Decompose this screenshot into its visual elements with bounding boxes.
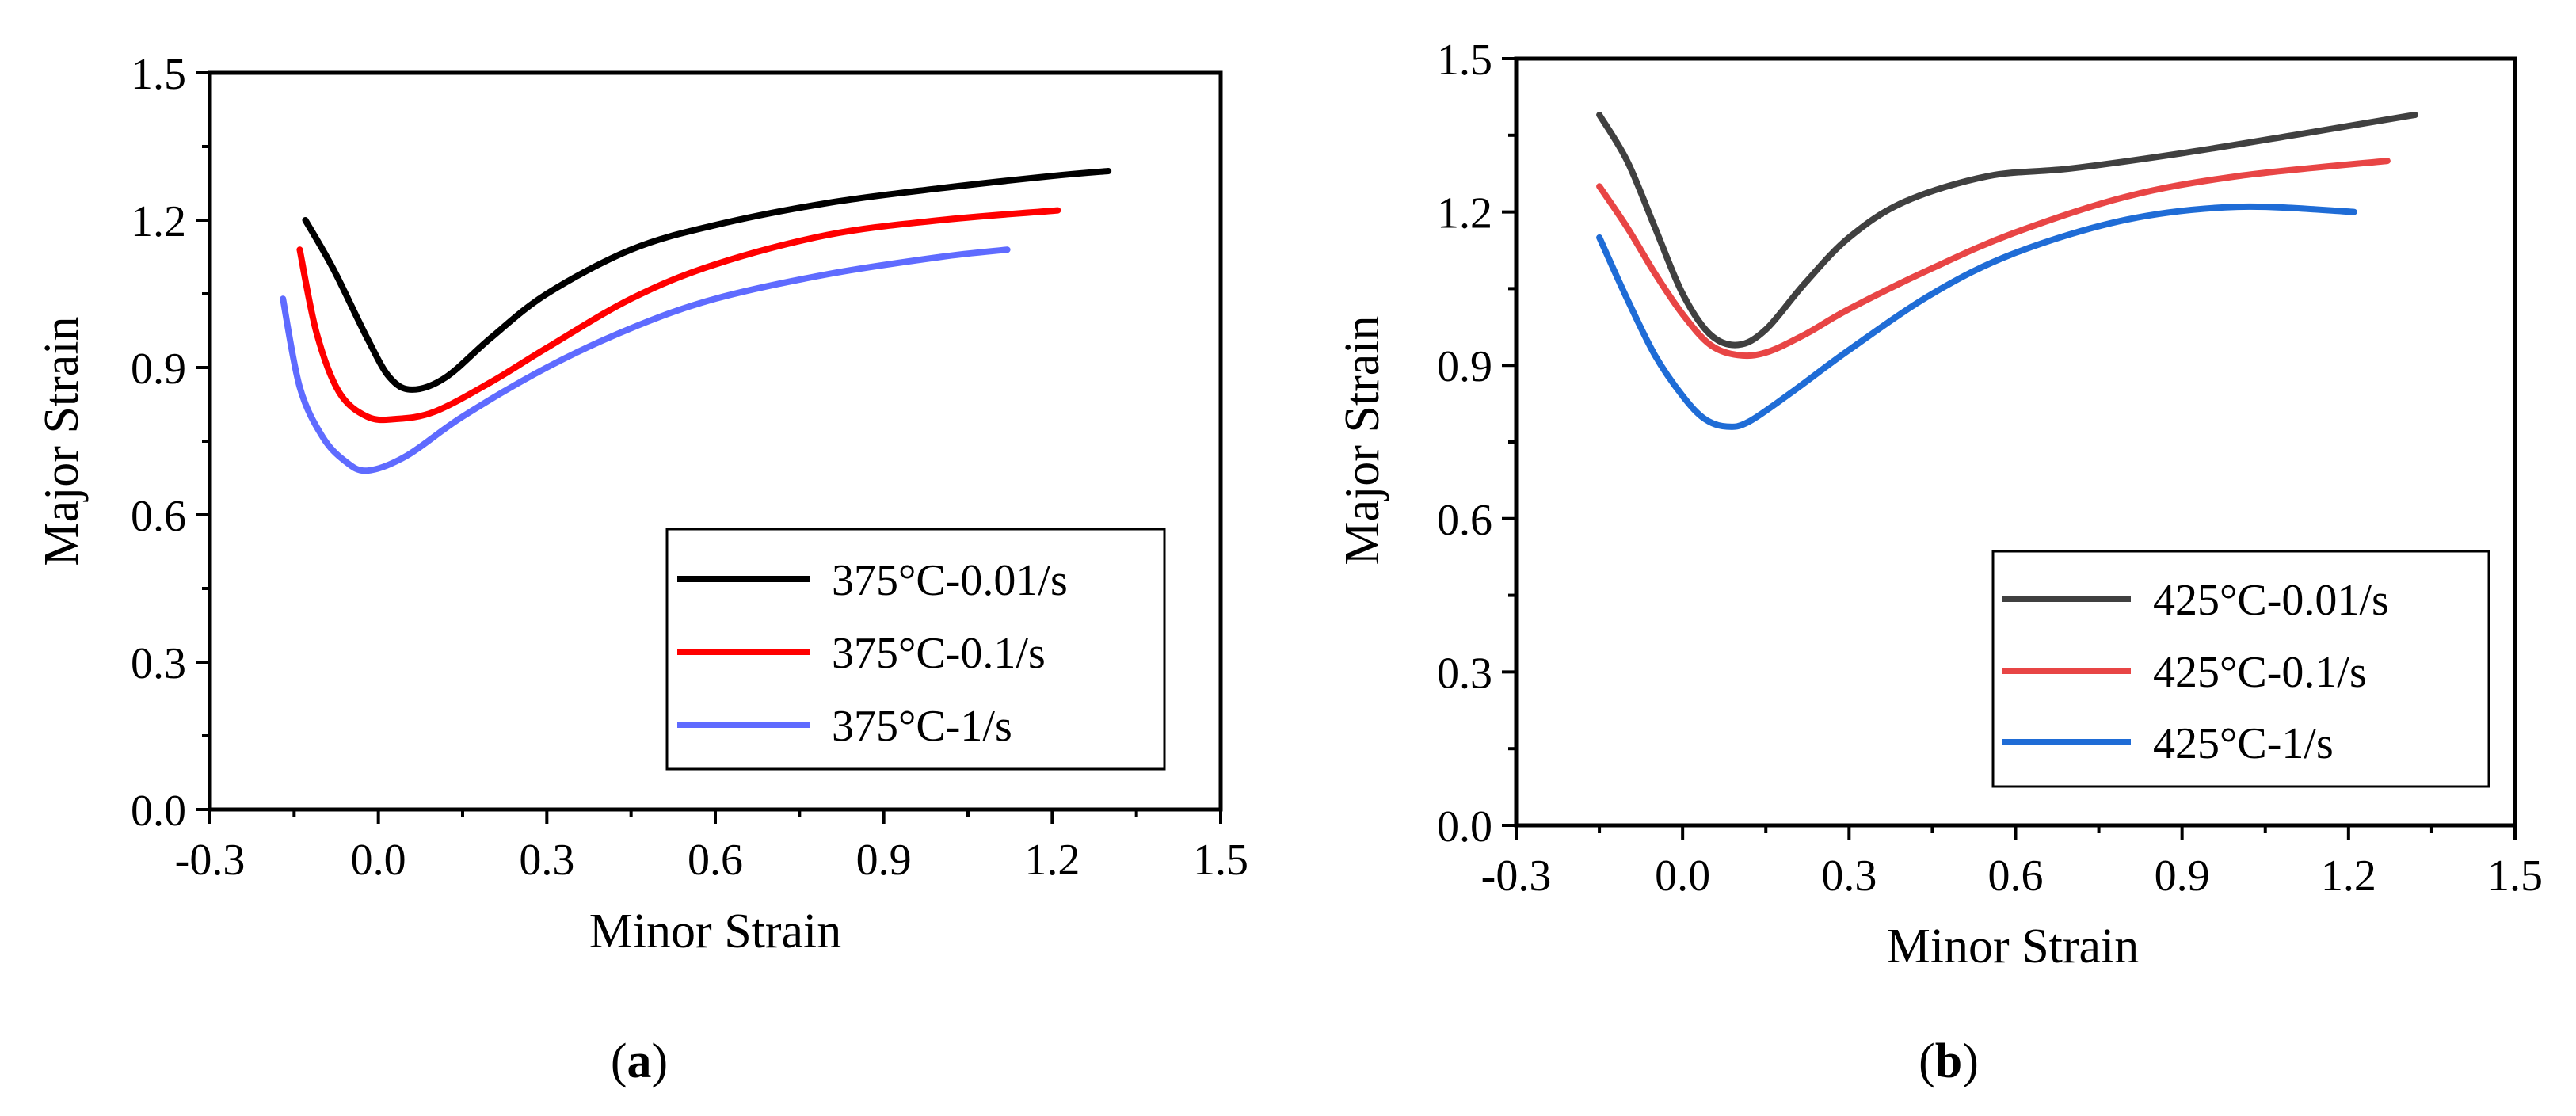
x-tick-label: 0.0	[1655, 851, 1710, 901]
panel-a-y-axis-title: Major Strain	[35, 316, 89, 566]
x-tick-label: -0.3	[1481, 851, 1552, 901]
x-tick-label: 1.5	[2487, 851, 2543, 901]
panel-b-x-axis-title: Minor Strain	[1887, 920, 2140, 973]
y-tick-label: 0.0	[131, 787, 186, 836]
x-tick-label: 1.5	[1193, 836, 1248, 885]
x-tick-label: 0.9	[856, 836, 912, 885]
y-tick-label: 0.6	[131, 492, 186, 541]
panel-b: -0.3 0.0 0.3 0.6 0.9 1.2 1.5 0.00.30.60.91.21.…	[1336, 36, 2543, 1088]
series-line-2	[296, 207, 1061, 424]
panel-b-caption: (b)	[1919, 1034, 1979, 1088]
y-tick-label: 0.9	[1437, 342, 1492, 391]
x-tick-label: 0.6	[1988, 851, 2044, 901]
panel-b-series	[1596, 112, 2418, 430]
y-tick-label: 1.2	[131, 197, 186, 246]
panel-a-x-axis-title: Minor Strain	[589, 905, 842, 958]
series-line-1	[1596, 112, 2418, 349]
y-tick-label: 0.3	[1437, 649, 1492, 698]
panel-b-x-tick-labels: -0.3 0.0 0.3 0.6 0.9 1.2 1.5	[1481, 851, 2543, 901]
y-tick-label: 0.9	[131, 345, 186, 394]
panel-a-legend-label-3: 375°C-1/s	[832, 702, 1012, 751]
y-tick-label: 0.3	[131, 639, 186, 688]
panel-a-series	[280, 168, 1112, 474]
panel-a-legend: 375°C-0.01/s 375°C-0.1/s 375°C-1/s	[665, 528, 1166, 771]
panel-b-legend-label-1: 425°C-0.01/s	[2153, 576, 2389, 625]
panel-b-y-axis-title: Major Strain	[1336, 315, 1389, 565]
panel-b-legend-label-2: 425°C-0.1/s	[2153, 648, 2367, 697]
series-line-3	[1596, 203, 2357, 430]
panel-b-y-tick-labels: 0.0 0.3 0.6 0.9 1.2 1.5	[1437, 36, 1492, 851]
x-tick-label: 0.9	[2155, 851, 2210, 901]
panel-a-caption: (a)	[611, 1034, 668, 1088]
y-tick-label: 1.2	[1437, 189, 1492, 238]
y-tick-label: 1.5	[1437, 36, 1492, 85]
y-tick-label: 0.6	[1437, 496, 1492, 545]
panel-a-x-tick-labels: -0.3 0.0 0.3 0.6 0.9 1.2 1.5	[175, 836, 1248, 885]
series-line-1	[302, 168, 1112, 393]
panel-b-legend: 425°C-0.01/s 425°C-0.1/s 425°C-1/s	[1991, 550, 2490, 788]
x-tick-label: 1.2	[1024, 836, 1080, 885]
panel-a-y-tick-labels: 0.0 0.3 0.6 0.9 1.2 1.5	[131, 50, 186, 836]
x-tick-label: 0.0	[351, 836, 406, 885]
series-line-2	[1596, 158, 2391, 360]
x-tick-label: 0.6	[688, 836, 743, 885]
panel-a-legend-label-1: 375°C-0.01/s	[832, 556, 1068, 605]
series-line-3	[280, 246, 1011, 474]
panel-a-plot-frame	[208, 70, 1223, 812]
x-tick-label: 1.2	[2321, 851, 2376, 901]
x-tick-label: 0.3	[1821, 851, 1877, 901]
panel-a-legend-label-2: 375°C-0.1/s	[832, 629, 1046, 678]
panel-a: -0.3 0.0 0.3 0.6 0.9 1.2 1.5 0.00.30.60.91.21.…	[35, 50, 1248, 1088]
x-tick-label: -0.3	[175, 836, 246, 885]
x-tick-label: 0.3	[519, 836, 574, 885]
panel-b-legend-label-3: 425°C-1/s	[2153, 719, 2334, 768]
y-tick-label: 1.5	[131, 50, 186, 99]
panel-b-plot-frame	[1514, 56, 2517, 828]
y-tick-label: 0.0	[1437, 802, 1492, 851]
